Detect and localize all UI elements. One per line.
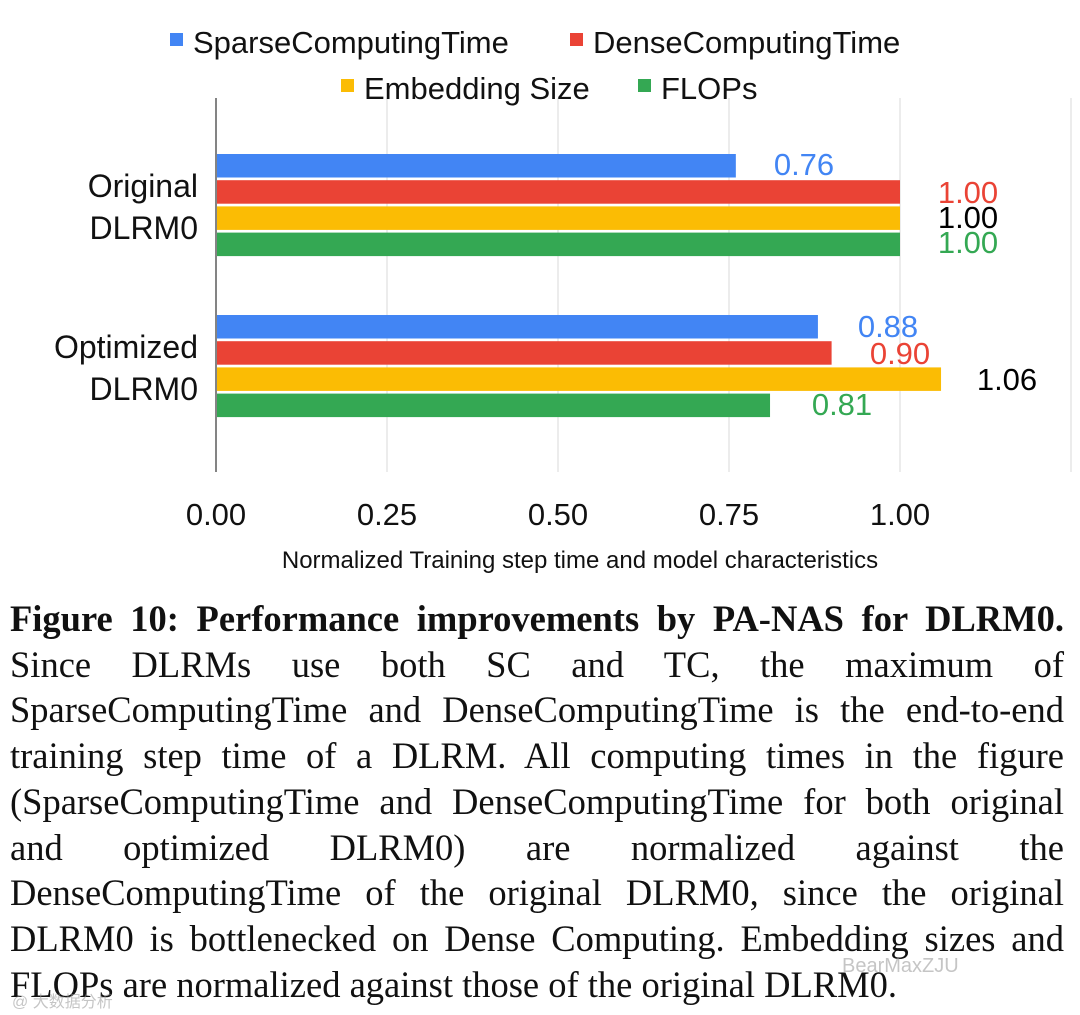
category-label: Original <box>88 168 198 204</box>
data-label: 1.00 <box>938 175 998 210</box>
bar-flops <box>217 393 771 418</box>
legend-label: Embedding Size <box>364 71 590 106</box>
bar-chart: 0.00 0.25 0.50 0.75 1.00 Normalized Training … <box>54 25 1072 574</box>
x-tick-label: 0.00 <box>186 497 246 532</box>
category-label: DLRM0 <box>90 210 198 246</box>
data-label: 1.00 <box>938 200 998 235</box>
legend-swatch <box>170 33 183 46</box>
data-label: 0.76 <box>774 147 834 182</box>
legend-label: DenseComputingTime <box>593 25 900 60</box>
figure-caption: Figure 10: Performance improvements by P… <box>10 596 1064 1007</box>
bar-densecomputingtime <box>217 180 900 204</box>
bar-embedding-size <box>217 206 900 230</box>
watermark-brand: BearMaxZJU <box>842 955 959 978</box>
caption-body: Since DLRMs use both SC and TC, the maxi… <box>10 643 1064 1005</box>
legend-label: SparseComputingTime <box>193 25 509 60</box>
bar-flops <box>217 232 900 257</box>
legend-swatch <box>638 79 651 92</box>
x-tick-label: 0.75 <box>699 497 759 532</box>
data-label: 1.00 <box>938 225 998 260</box>
watermark-brand-text: BearMaxZJU <box>842 955 959 977</box>
bar-sparsecomputingtime <box>217 154 736 178</box>
caption-title: Figure 10: Performance improvements by P… <box>10 598 1064 639</box>
x-tick-label: 0.50 <box>528 497 588 532</box>
data-label: 1.06 <box>977 362 1037 397</box>
watermark-source-text: @ 大数据分析 <box>12 994 113 1011</box>
x-axis-label: Normalized Training step time and model … <box>282 547 878 574</box>
bar-densecomputingtime <box>217 341 832 365</box>
legend-swatch <box>570 33 583 46</box>
watermark-source: @ 大数据分析 <box>12 988 113 1012</box>
category-label: Optimized <box>54 329 198 365</box>
bar-sparsecomputingtime <box>217 315 818 339</box>
data-label: 0.81 <box>812 387 872 422</box>
legend-label: FLOPs <box>661 71 757 106</box>
category-label: DLRM0 <box>90 371 198 407</box>
x-tick-label: 1.00 <box>870 497 930 532</box>
bar-embedding-size <box>217 367 942 391</box>
legend-swatch <box>341 79 354 92</box>
data-label: 0.90 <box>870 336 930 371</box>
x-tick-label: 0.25 <box>357 497 417 532</box>
data-label: 0.88 <box>858 309 918 344</box>
